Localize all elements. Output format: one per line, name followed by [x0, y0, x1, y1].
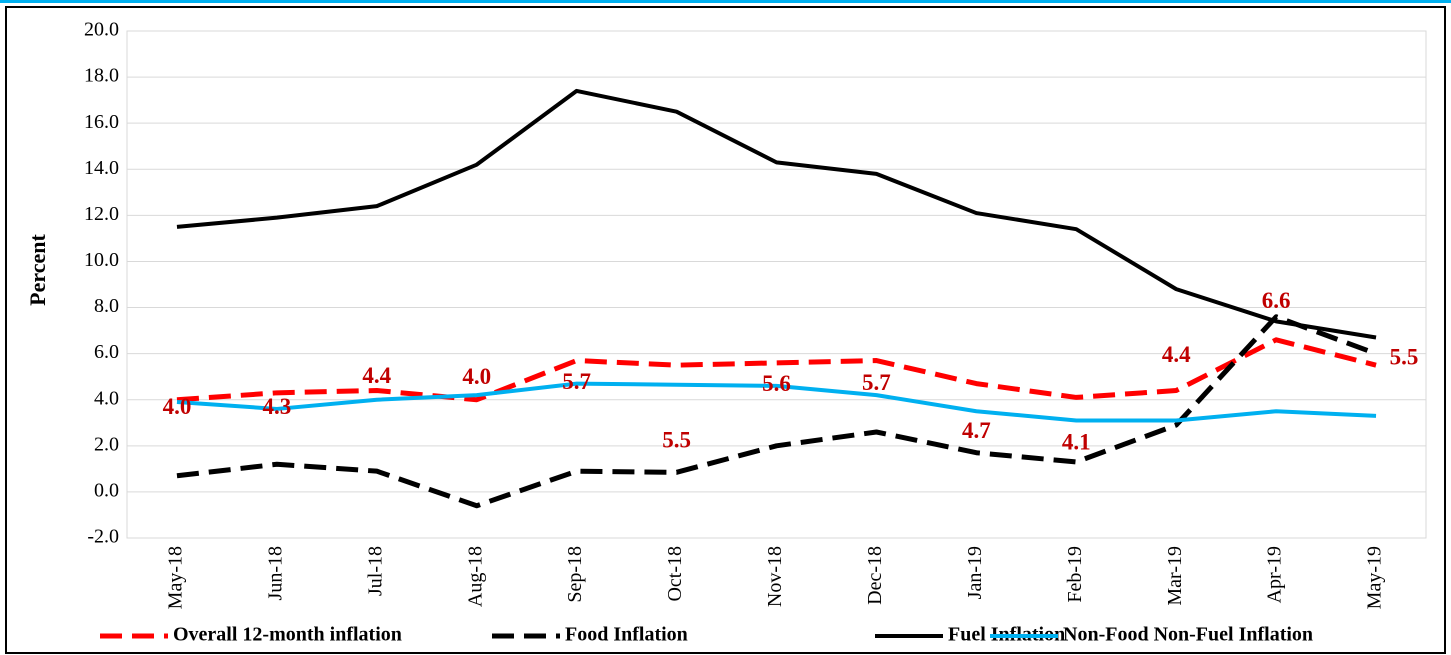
y-tick-label: 16.0	[84, 111, 119, 133]
series-line	[176, 314, 1377, 509]
y-tick-label: 20.0	[84, 19, 119, 41]
x-tick-label: Oct-18	[664, 546, 686, 602]
data-label: 6.6	[1262, 288, 1291, 313]
series-line	[176, 381, 1377, 423]
x-tick-label: Mar-19	[1164, 546, 1186, 606]
x-tick-label: Dec-18	[864, 546, 886, 605]
y-tick-label: 12.0	[84, 203, 119, 225]
x-tick-label: May-19	[1364, 546, 1386, 609]
x-tick-label: Aug-18	[464, 546, 486, 607]
data-label: 4.1	[1062, 430, 1091, 455]
y-tick-label: 6.0	[94, 341, 119, 363]
y-tick-label: 14.0	[84, 157, 119, 179]
x-tick-label: Sep-18	[564, 546, 586, 603]
x-tick-label: Apr-19	[1264, 546, 1286, 603]
y-tick-label: -2.0	[87, 526, 119, 548]
y-tick-label: 8.0	[94, 295, 119, 317]
x-tick-label: May-18	[165, 546, 187, 609]
data-label: 5.5	[662, 427, 691, 452]
data-label: 5.6	[762, 371, 791, 396]
data-label: 4.0	[163, 394, 192, 419]
data-label: 5.5	[1390, 344, 1419, 369]
data-label: 4.3	[263, 394, 292, 419]
plot-area	[126, 30, 1427, 539]
series-line	[176, 337, 1377, 403]
legend-label: Non-Food Non-Fuel Inflation	[1063, 624, 1313, 646]
top-bar	[0, 0, 1451, 3]
x-tick-label: Jun-18	[264, 546, 286, 600]
y-tick-label: 2.0	[94, 433, 119, 455]
x-tick-label: Jul-18	[364, 546, 386, 596]
x-tick-label: Nov-18	[764, 546, 786, 607]
y-tick-label: 10.0	[84, 249, 119, 271]
data-label: 4.4	[1162, 342, 1191, 367]
data-label: 4.0	[462, 364, 491, 389]
x-tick-label: Feb-19	[1064, 546, 1086, 603]
frame	[5, 6, 1446, 654]
y-axis-label: Percent	[25, 234, 50, 306]
legend-label: Overall 12-month inflation	[173, 624, 402, 646]
y-tick-label: 0.0	[94, 480, 119, 502]
x-tick-label: Jan-19	[964, 546, 986, 599]
data-label: 5.7	[562, 369, 591, 394]
series-line	[176, 88, 1377, 340]
data-label: 4.4	[362, 363, 391, 388]
data-label: 5.7	[862, 370, 891, 395]
y-tick-label: 4.0	[94, 387, 119, 409]
legend-label: Food Inflation	[565, 624, 688, 646]
y-tick-label: 18.0	[84, 65, 119, 87]
data-label: 4.7	[962, 418, 991, 443]
